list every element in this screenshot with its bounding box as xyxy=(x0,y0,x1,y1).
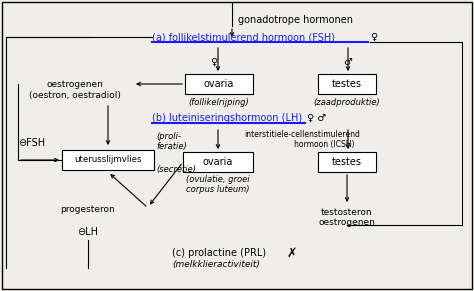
Text: uterusslĳmvlies: uterusslĳmvlies xyxy=(74,155,142,164)
Text: ⊖FSH: ⊖FSH xyxy=(18,138,45,148)
Text: ⊖LH: ⊖LH xyxy=(78,227,99,237)
Text: testosteron
oestrogenen: testosteron oestrogenen xyxy=(319,208,375,227)
FancyBboxPatch shape xyxy=(62,150,154,170)
FancyBboxPatch shape xyxy=(318,74,376,94)
Text: oestrogenen
(oestron, oestradiol): oestrogenen (oestron, oestradiol) xyxy=(29,80,121,100)
Text: hormoon (ICSH): hormoon (ICSH) xyxy=(294,140,355,149)
Text: ovaria: ovaria xyxy=(203,157,233,167)
Text: (zaadproduktie): (zaadproduktie) xyxy=(314,98,380,107)
Text: ovaria: ovaria xyxy=(204,79,234,89)
Text: (b) luteiniseringshormoon (LH): (b) luteiniseringshormoon (LH) xyxy=(152,113,302,123)
Text: ♂: ♂ xyxy=(344,57,352,67)
Text: (c) prolactine (PRL): (c) prolactine (PRL) xyxy=(172,248,266,258)
Text: (secretie): (secretie) xyxy=(156,165,196,174)
Text: ♀ ♂: ♀ ♂ xyxy=(307,113,326,123)
Text: (melkklieractiviteit): (melkklieractiviteit) xyxy=(172,260,260,269)
Text: progesteron: progesteron xyxy=(61,205,115,214)
Text: interstitiele-cellenstimulerend: interstitiele-cellenstimulerend xyxy=(244,130,360,139)
FancyBboxPatch shape xyxy=(185,74,253,94)
FancyBboxPatch shape xyxy=(183,152,253,172)
Text: (ovulatie, groei
corpus luteum): (ovulatie, groei corpus luteum) xyxy=(186,175,250,194)
Text: testes: testes xyxy=(332,79,362,89)
Text: ✗: ✗ xyxy=(287,246,297,260)
FancyBboxPatch shape xyxy=(318,152,376,172)
Text: (follikelrijping): (follikelrijping) xyxy=(189,98,249,107)
Text: (a) follikelstimulerend hormoon (FSH): (a) follikelstimulerend hormoon (FSH) xyxy=(152,32,335,42)
Text: gonadotrope hormonen: gonadotrope hormonen xyxy=(238,15,353,25)
Text: ♀: ♀ xyxy=(370,32,377,42)
Text: ♀: ♀ xyxy=(210,57,218,67)
Text: testes: testes xyxy=(332,157,362,167)
Text: (proli-
feratie): (proli- feratie) xyxy=(156,132,187,151)
